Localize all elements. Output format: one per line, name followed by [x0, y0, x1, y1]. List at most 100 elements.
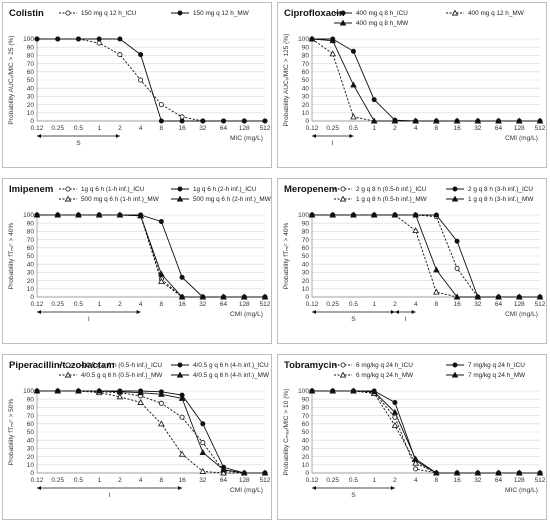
data-point [240, 469, 248, 476]
data-point [33, 211, 41, 218]
y-tick-label: 80 [302, 405, 310, 412]
y-tick-label: 0 [305, 470, 309, 477]
data-point [536, 117, 544, 124]
chart-title: Piperacillin/tazobactam [9, 360, 115, 371]
range-arrowhead [312, 486, 316, 490]
y-tick-label: 80 [27, 405, 35, 412]
chart-panel-colistin: Colistin 150 mg q 12 h_ICU 150 mg q 12 h_M… [2, 2, 272, 168]
data-point [200, 440, 206, 446]
data-point [413, 466, 419, 472]
y-tick-label: 70 [27, 237, 35, 244]
chart-panel-imipenem: Imipenem 1g q 6 h (1-h inf.)_ICU 1g q 6 h … [2, 178, 272, 344]
y-axis-label: Probability fTₘᵢᶜ > 40% [8, 223, 15, 290]
x-tick-label: 64 [220, 301, 228, 308]
data-point [329, 37, 337, 44]
x-tick-label: 32 [199, 477, 207, 484]
chart-legend: 400 mg q 8 h_ICU 400 mg q 12 h_MW 400 mg q… [334, 9, 525, 27]
data-point [220, 466, 227, 473]
x-tick-label: 4 [414, 125, 418, 132]
x-tick-label: 0.25 [51, 477, 64, 484]
legend-label: 400 mg q 8 h_MW [356, 20, 409, 27]
data-point [200, 421, 206, 427]
x-tick-label: 2 [393, 125, 397, 132]
chart-legend: 6 mg/kg q 24 h_ICU 7 mg/kg q 24 h_ICU 6 mg… [334, 362, 526, 379]
range-label: I [88, 316, 90, 323]
data-point [179, 114, 185, 120]
data-point [370, 117, 378, 124]
data-point [371, 97, 377, 103]
x-tick-label: 4 [139, 125, 143, 132]
legend-label: 1g q 6 h (2-h inf.)_ICU [193, 186, 257, 193]
data-point [453, 293, 461, 300]
data-point [75, 36, 81, 42]
x-tick-label: 0.25 [326, 125, 339, 132]
x-tick-label: 8 [160, 125, 164, 132]
y-tick-label: 40 [302, 85, 310, 92]
chart-svg: Tobramycin 6 mg/kg q 24 h_ICU 7 mg/kg q 24… [283, 360, 546, 499]
y-tick-label: 30 [27, 446, 35, 453]
data-point [261, 293, 269, 300]
data-point [453, 117, 461, 124]
y-tick-label: 70 [27, 413, 35, 420]
chart-title: Ciprofloxacin [284, 8, 345, 19]
x-tick-label: 1 [97, 477, 101, 484]
y-tick-label: 100 [298, 36, 309, 43]
x-tick-label: 128 [514, 301, 525, 308]
x-tick-label: 0.5 [349, 125, 358, 132]
legend-marker [340, 362, 346, 368]
y-tick-label: 0 [305, 118, 309, 125]
data-point [433, 117, 440, 124]
x-axis-label: MIC (mg/L) [230, 135, 263, 142]
x-tick-label: 1 [97, 125, 101, 132]
chart-panel-ciprofloxacin: Ciprofloxacin 400 mg q 8 h_ICU 400 mg q 12… [277, 2, 547, 168]
legend-label: 1 g q 8 h (3-h inf.)_MW [468, 196, 534, 203]
data-point [515, 117, 523, 124]
y-tick-label: 100 [298, 212, 309, 219]
range-label: I [109, 492, 111, 499]
data-point [221, 118, 227, 124]
data-point [220, 293, 227, 300]
range-arrowhead [37, 310, 41, 314]
data-point [179, 118, 185, 124]
x-tick-label: 16 [178, 477, 186, 484]
x-tick-label: 16 [178, 301, 186, 308]
y-tick-label: 10 [302, 110, 310, 117]
x-tick-label: 0.25 [51, 125, 64, 132]
data-point [350, 113, 357, 120]
data-point [54, 211, 62, 218]
x-tick-label: 512 [535, 301, 546, 308]
legend-label: 500 mg q 6 h (1-h inf.)_MW [81, 196, 160, 203]
data-point [412, 117, 419, 124]
legend-label: 4/0.5 g q 6 h (0.5-h inf.)_MW [81, 372, 163, 379]
y-tick-label: 100 [23, 36, 34, 43]
data-point [137, 399, 144, 405]
series-3 [308, 35, 544, 124]
y-tick-label: 30 [302, 446, 310, 453]
data-point [95, 211, 103, 218]
x-tick-label: 64 [220, 477, 228, 484]
series-4 [308, 211, 544, 300]
data-point [178, 450, 186, 457]
y-tick-label: 10 [302, 462, 310, 469]
y-tick-label: 100 [298, 388, 309, 395]
x-tick-label: 32 [199, 301, 207, 308]
x-tick-label: 512 [260, 477, 271, 484]
x-tick-label: 0.12 [306, 477, 319, 484]
x-tick-label: 2 [118, 301, 122, 308]
chart-svg: Meropenem 2 g q 8 h (0.5-h inf.)_ICU 2 g q… [283, 184, 546, 323]
x-tick-label: 1 [372, 477, 376, 484]
legend-marker [177, 186, 183, 192]
legend-marker [176, 195, 184, 202]
x-tick-label: 0.5 [74, 301, 83, 308]
legend-label: 1 g q 8 h (0.5-h inf.)_MW [356, 196, 428, 203]
data-point [392, 399, 398, 405]
series-4 [33, 387, 269, 476]
data-point [179, 414, 185, 420]
series-line [37, 38, 265, 122]
y-tick-label: 90 [27, 44, 35, 51]
data-point [453, 469, 461, 476]
y-tick-label: 50 [27, 77, 35, 84]
y-tick-label: 40 [27, 261, 35, 268]
y-tick-label: 0 [30, 118, 34, 125]
